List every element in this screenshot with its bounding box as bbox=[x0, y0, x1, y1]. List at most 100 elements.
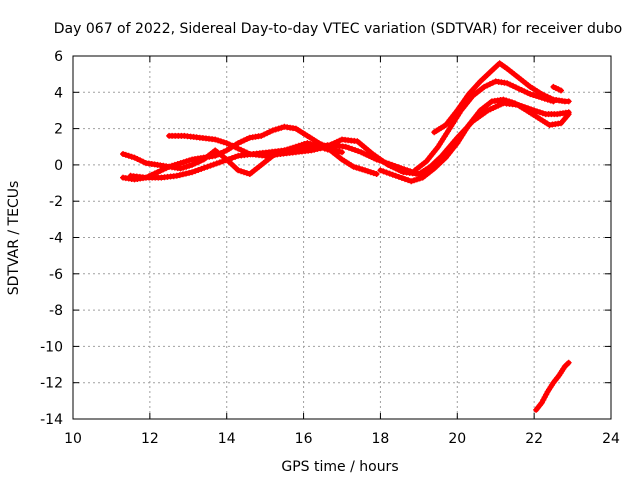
data-point bbox=[226, 141, 233, 148]
data-point bbox=[166, 163, 173, 170]
y-tick-label: 4 bbox=[54, 85, 63, 101]
data-point bbox=[370, 170, 377, 177]
data-point bbox=[377, 167, 384, 174]
data-point bbox=[359, 166, 366, 173]
data-point bbox=[220, 139, 227, 146]
data-point bbox=[232, 153, 239, 160]
data-point bbox=[336, 148, 343, 155]
data-point bbox=[395, 173, 402, 180]
data-point bbox=[226, 156, 232, 163]
data-point bbox=[278, 124, 285, 131]
data-point bbox=[408, 178, 415, 185]
x-tick-label: 22 bbox=[525, 431, 543, 447]
data-point bbox=[352, 147, 359, 153]
x-axis-label: GPS time / hours bbox=[281, 459, 398, 475]
data-point bbox=[137, 157, 144, 164]
y-tick-label: 0 bbox=[54, 158, 63, 174]
data-point bbox=[183, 163, 190, 170]
data-point bbox=[543, 391, 550, 398]
data-point bbox=[173, 172, 180, 179]
data-point bbox=[356, 165, 363, 172]
data-point bbox=[275, 125, 282, 132]
data-point bbox=[180, 159, 187, 166]
data-point bbox=[235, 167, 242, 174]
data-point bbox=[264, 130, 271, 137]
data-point bbox=[404, 167, 411, 174]
data-point bbox=[550, 98, 557, 105]
data-point bbox=[160, 166, 167, 173]
data-point bbox=[534, 108, 540, 115]
data-point bbox=[386, 170, 393, 177]
data-point bbox=[538, 94, 545, 101]
data-point bbox=[524, 89, 531, 96]
data-point bbox=[536, 109, 543, 116]
y-tick-label: 6 bbox=[54, 49, 63, 65]
data-point bbox=[558, 87, 564, 94]
y-tick-label: -8 bbox=[49, 303, 63, 319]
data-point bbox=[527, 91, 534, 98]
data-point bbox=[389, 171, 396, 178]
data-point bbox=[373, 171, 380, 177]
data-point bbox=[353, 164, 360, 171]
data-point bbox=[195, 167, 202, 173]
data-point bbox=[401, 166, 408, 173]
data-point bbox=[342, 143, 349, 150]
series-track-4 bbox=[127, 100, 572, 181]
data-point bbox=[530, 92, 537, 98]
data-point bbox=[238, 168, 245, 175]
x-tick-label: 20 bbox=[448, 431, 466, 447]
data-point bbox=[222, 157, 229, 164]
data-point bbox=[509, 99, 515, 106]
data-point bbox=[171, 161, 178, 168]
data-point bbox=[512, 84, 519, 91]
data-point bbox=[213, 160, 220, 167]
data-point bbox=[177, 165, 184, 172]
data-point bbox=[189, 169, 196, 176]
data-point bbox=[217, 138, 224, 145]
data-point bbox=[177, 160, 184, 167]
data-point bbox=[544, 96, 551, 103]
data-point bbox=[380, 168, 387, 175]
data-point bbox=[272, 126, 279, 133]
data-point bbox=[304, 140, 311, 147]
data-point bbox=[506, 98, 513, 105]
y-tick-label: -2 bbox=[49, 194, 63, 210]
data-point bbox=[269, 127, 276, 134]
x-tick-label: 12 bbox=[141, 431, 159, 447]
data-point bbox=[120, 151, 126, 157]
data-point bbox=[176, 172, 183, 179]
data-point bbox=[212, 136, 219, 143]
data-point bbox=[507, 81, 514, 88]
data-point bbox=[201, 164, 208, 171]
data-point bbox=[364, 168, 371, 175]
data-point bbox=[192, 168, 199, 175]
data-point bbox=[169, 162, 175, 169]
y-tick-label: -10 bbox=[40, 339, 63, 355]
data-point bbox=[235, 140, 242, 147]
chart-title: Day 067 of 2022, Sidereal Day-to-day VTE… bbox=[54, 21, 622, 37]
y-tick-label: -12 bbox=[40, 376, 63, 392]
data-point bbox=[179, 171, 186, 178]
data-point bbox=[389, 161, 395, 168]
data-point bbox=[373, 156, 380, 163]
data-point bbox=[207, 162, 214, 169]
data-point bbox=[215, 137, 222, 144]
data-point bbox=[367, 169, 374, 176]
data-point bbox=[535, 93, 542, 100]
data-point bbox=[383, 169, 390, 176]
data-point bbox=[503, 97, 510, 104]
y-tick-label: -14 bbox=[40, 412, 63, 428]
data-point bbox=[183, 170, 189, 177]
data-point bbox=[413, 176, 420, 183]
data-point bbox=[122, 151, 129, 158]
data-point bbox=[392, 163, 398, 169]
data-point bbox=[229, 155, 236, 161]
x-tick-label: 10 bbox=[64, 431, 82, 447]
series-track-7 bbox=[412, 78, 557, 174]
data-point bbox=[402, 176, 408, 183]
data-point bbox=[210, 161, 217, 168]
series-track-5 bbox=[377, 96, 572, 185]
